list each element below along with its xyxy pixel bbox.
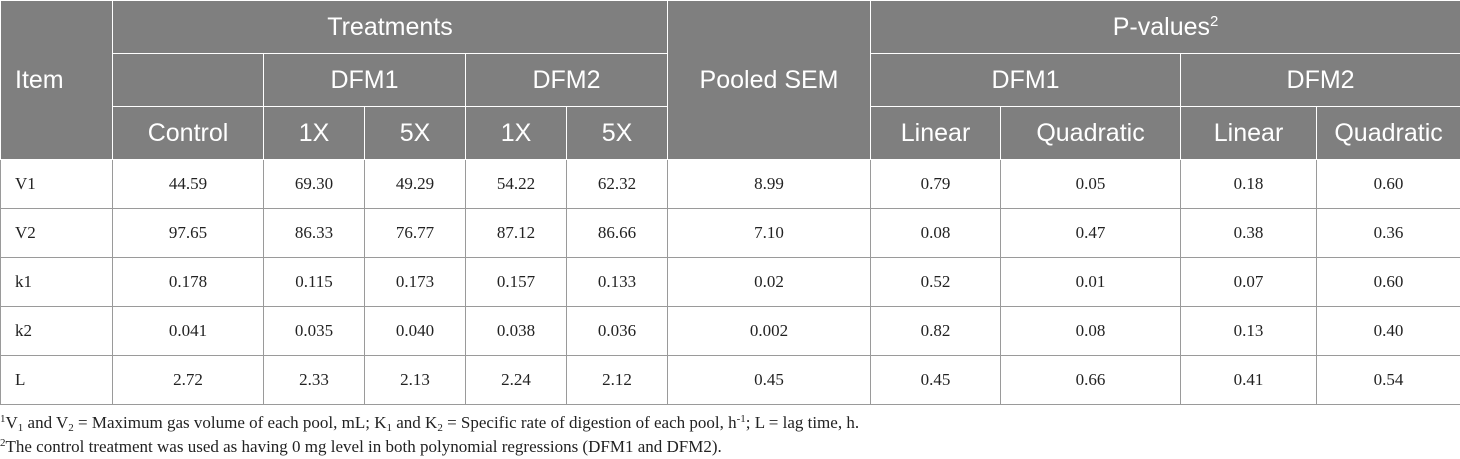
cell-p-dfm2-quadratic: 0.40 [1317, 307, 1460, 356]
cell-pooled-sem: 7.10 [668, 209, 871, 258]
cell-dfm2-1x: 54.22 [466, 160, 567, 209]
cell-p-dfm2-linear: 0.38 [1181, 209, 1317, 258]
dfm2-pvalue-header: DFM2 [1181, 54, 1460, 107]
cell-dfm1-1x: 0.115 [264, 258, 365, 307]
cell-dfm1-5x: 76.77 [365, 209, 466, 258]
cell-dfm2-1x: 87.12 [466, 209, 567, 258]
cell-dfm1-5x: 0.173 [365, 258, 466, 307]
dfm2-1x-header: 1X [466, 107, 567, 160]
cell-control: 0.041 [113, 307, 264, 356]
cell-dfm2-5x: 86.66 [567, 209, 668, 258]
cell-dfm1-5x: 2.13 [365, 356, 466, 405]
cell-control: 2.72 [113, 356, 264, 405]
cell-p-dfm1-quadratic: 0.01 [1001, 258, 1181, 307]
row-item: V2 [1, 209, 113, 258]
cell-dfm2-5x: 0.133 [567, 258, 668, 307]
control-spacer-header [113, 54, 264, 107]
dfm1-5x-header: 5X [365, 107, 466, 160]
table-row: V2 97.65 86.33 76.77 87.12 86.66 7.10 0.… [1, 209, 1460, 258]
cell-dfm2-1x: 0.038 [466, 307, 567, 356]
cell-p-dfm2-quadratic: 0.60 [1317, 258, 1460, 307]
cell-p-dfm1-quadratic: 0.05 [1001, 160, 1181, 209]
cell-pooled-sem: 0.002 [668, 307, 871, 356]
cell-dfm2-1x: 2.24 [466, 356, 567, 405]
dfm2-quadratic-header: Quadratic [1317, 107, 1460, 160]
table-row: k1 0.178 0.115 0.173 0.157 0.133 0.02 0.… [1, 258, 1460, 307]
cell-dfm1-1x: 69.30 [264, 160, 365, 209]
dfm1-treatment-header: DFM1 [264, 54, 466, 107]
header-row-1: Item Treatments Pooled SEM P-values2 [1, 1, 1460, 54]
pvalues-footnote-marker: 2 [1210, 13, 1218, 30]
cell-pooled-sem: 0.45 [668, 356, 871, 405]
table-row: L 2.72 2.33 2.13 2.24 2.12 0.45 0.45 0.6… [1, 356, 1460, 405]
row-item: k2 [1, 307, 113, 356]
cell-p-dfm2-quadratic: 0.60 [1317, 160, 1460, 209]
row-item: V1 [1, 160, 113, 209]
cell-p-dfm1-linear: 0.45 [871, 356, 1001, 405]
pvalues-header: P-values2 [871, 1, 1460, 54]
cell-dfm2-1x: 0.157 [466, 258, 567, 307]
cell-control: 0.178 [113, 258, 264, 307]
dfm2-linear-header: Linear [1181, 107, 1317, 160]
cell-p-dfm2-linear: 0.18 [1181, 160, 1317, 209]
dfm1-linear-header: Linear [871, 107, 1001, 160]
cell-dfm1-5x: 0.040 [365, 307, 466, 356]
pooled-sem-header: Pooled SEM [668, 1, 871, 160]
cell-dfm1-1x: 86.33 [264, 209, 365, 258]
row-item: k1 [1, 258, 113, 307]
cell-dfm2-5x: 2.12 [567, 356, 668, 405]
cell-p-dfm1-linear: 0.79 [871, 160, 1001, 209]
cell-p-dfm2-quadratic: 0.36 [1317, 209, 1460, 258]
dfm2-5x-header: 5X [567, 107, 668, 160]
cell-dfm1-1x: 0.035 [264, 307, 365, 356]
table-row: k2 0.041 0.035 0.040 0.038 0.036 0.002 0… [1, 307, 1460, 356]
cell-control: 44.59 [113, 160, 264, 209]
pvalues-label: P-values [1113, 13, 1210, 41]
cell-p-dfm2-linear: 0.13 [1181, 307, 1317, 356]
cell-p-dfm1-quadratic: 0.08 [1001, 307, 1181, 356]
footnotes: 1V1 and V2 = Maximum gas volume of each … [0, 411, 1460, 459]
cell-p-dfm1-linear: 0.52 [871, 258, 1001, 307]
cell-pooled-sem: 0.02 [668, 258, 871, 307]
treatments-header: Treatments [113, 1, 668, 54]
footnote-1: 1V1 and V2 = Maximum gas volume of each … [0, 411, 1460, 435]
control-header: Control [113, 107, 264, 160]
dfm1-pvalue-header: DFM1 [871, 54, 1181, 107]
cell-p-dfm2-quadratic: 0.54 [1317, 356, 1460, 405]
cell-pooled-sem: 8.99 [668, 160, 871, 209]
dfm1-quadratic-header: Quadratic [1001, 107, 1181, 160]
cell-p-dfm1-quadratic: 0.66 [1001, 356, 1181, 405]
footnote-2: 2The control treatment was used as havin… [0, 435, 1460, 459]
cell-dfm1-1x: 2.33 [264, 356, 365, 405]
row-item: L [1, 356, 113, 405]
dfm2-treatment-header: DFM2 [466, 54, 668, 107]
cell-p-dfm2-linear: 0.07 [1181, 258, 1317, 307]
item-header: Item [1, 1, 113, 160]
cell-p-dfm1-quadratic: 0.47 [1001, 209, 1181, 258]
cell-dfm2-5x: 0.036 [567, 307, 668, 356]
cell-dfm2-5x: 62.32 [567, 160, 668, 209]
table-row: V1 44.59 69.30 49.29 54.22 62.32 8.99 0.… [1, 160, 1460, 209]
cell-dfm1-5x: 49.29 [365, 160, 466, 209]
cell-p-dfm1-linear: 0.08 [871, 209, 1001, 258]
cell-p-dfm1-linear: 0.82 [871, 307, 1001, 356]
cell-control: 97.65 [113, 209, 264, 258]
dfm1-1x-header: 1X [264, 107, 365, 160]
results-table: Item Treatments Pooled SEM P-values2 DFM… [0, 0, 1460, 405]
cell-p-dfm2-linear: 0.41 [1181, 356, 1317, 405]
